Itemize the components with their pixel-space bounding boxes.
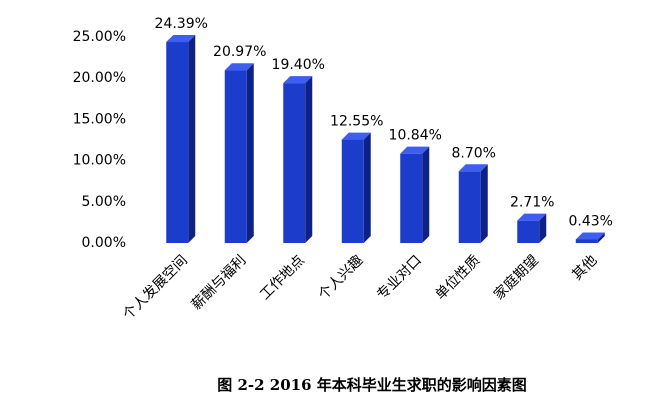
bar-side [422,146,430,243]
bar [458,171,481,243]
x-tick-label: 单位性质 [432,252,483,303]
value-label: 24.39% [155,16,208,32]
y-tick-label: 25.00% [73,29,126,45]
y-tick-label: 5.00% [82,194,126,210]
bar-side [597,232,605,243]
bar-top [458,164,488,172]
value-label: 12.55% [330,114,383,130]
bar-top [517,213,547,221]
value-label: 8.70% [452,145,496,161]
y-tick-label: 10.00% [73,153,126,169]
value-label: 10.84% [389,128,442,144]
bar-top [224,63,254,71]
bar [575,239,598,243]
bar [400,153,423,243]
y-tick-label: 20.00% [73,70,126,86]
chart-caption: 图 2-2 2016 年本科毕业生求职的影响因素图 [217,376,527,394]
value-label: 0.43% [569,213,613,229]
value-label: 19.40% [272,57,325,73]
value-label: 2.71% [510,195,554,211]
value-label: 20.97% [213,44,266,60]
bar [517,220,540,243]
x-tick-label: 工作地点 [257,252,308,303]
bar-top [166,35,196,43]
y-tick-label: 0.00% [82,235,126,251]
x-tick-label: 其他 [569,252,600,283]
x-tick-label: 薪酬与福利 [189,252,250,313]
bar-side [305,76,313,243]
bar-side [539,213,547,243]
x-tick-label: 专业对口 [374,252,425,303]
x-tick-label: 个人发展空间 [120,252,191,323]
bar [166,42,189,244]
bar-top [283,76,313,84]
x-tick-label: 个人兴趣 [315,252,366,303]
bar-side [363,132,371,243]
bar-side [246,63,254,243]
bar-top [575,232,605,240]
bar-top [341,132,371,140]
bar [224,70,247,243]
bar [283,83,306,243]
bar-top [400,146,430,154]
y-tick-label: 15.00% [73,111,126,127]
x-tick-label: 家庭期望 [490,252,542,304]
bar-side [480,164,488,243]
bar-side [188,35,196,244]
bar [341,139,364,243]
